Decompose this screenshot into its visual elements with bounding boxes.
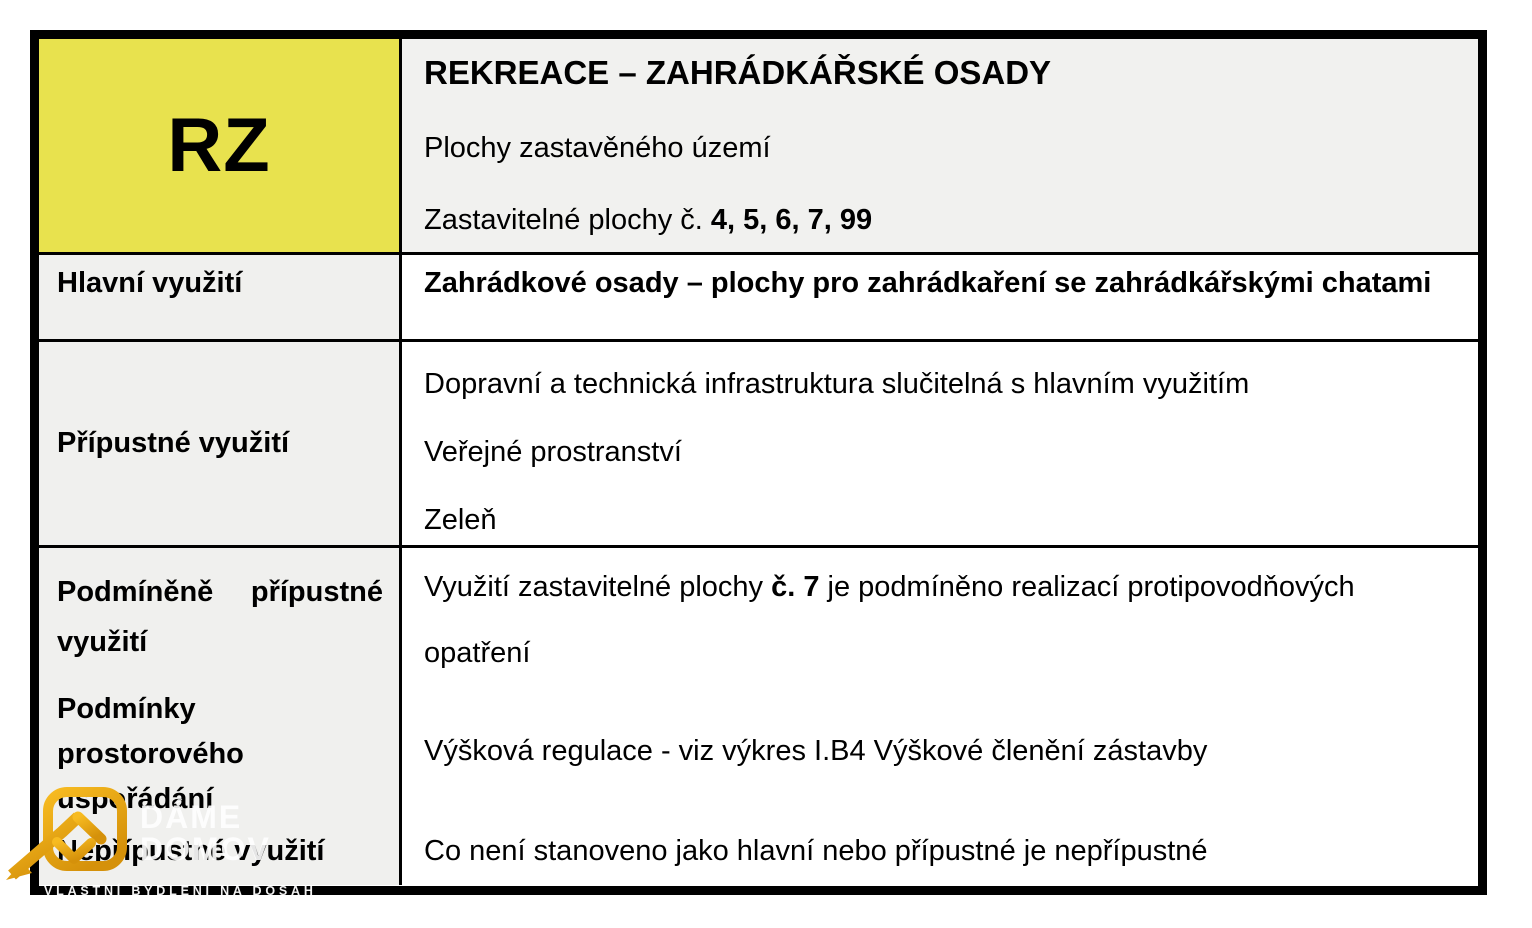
table-row-permissible-use: Přípustné využití Dopravní a technická i…	[39, 339, 1478, 545]
zoning-regulation-table: RZ REKREACE – ZAHRÁDKÁŘSKÉ OSADY Plochy …	[30, 30, 1487, 895]
row-label: Nepřípustné využití	[39, 818, 402, 885]
row-value: Dopravní a technická infrastruktura sluč…	[402, 342, 1478, 545]
row-label: Podmíněně přípustné využití	[39, 548, 402, 686]
conditional-parcel-number: č. 7	[771, 571, 820, 603]
zone-parcel-numbers: 4, 5, 6, 7, 99	[710, 204, 873, 236]
row-value: Co není stanoveno jako hlavní nebo přípu…	[402, 818, 1478, 885]
row-value: Využití zastavitelné plochy č. 7 je podm…	[402, 548, 1478, 686]
table-row-header: RZ REKREACE – ZAHRÁDKÁŘSKÉ OSADY Plochy …	[39, 39, 1478, 252]
zone-code-cell: RZ	[39, 39, 402, 252]
table-row-main-use: Hlavní využití Zahrádkové osady – plochy…	[39, 252, 1478, 339]
row-label: Podmínky prostorového uspořádání	[39, 681, 402, 822]
row-value: Zahrádkové osady – plochy pro zahrádkaře…	[402, 255, 1478, 339]
zone-subtitle-1: Plochy zastavěného území	[424, 132, 771, 164]
zone-subtitle-2: Zastavitelné plochy č. 4, 5, 6, 7, 99	[424, 204, 873, 236]
table-row-spatial-arrangement: Podmínky prostorového uspořádání Výšková…	[39, 678, 1478, 822]
zone-title: REKREACE – ZAHRÁDKÁŘSKÉ OSADY	[424, 54, 1052, 91]
zone-code: RZ	[167, 103, 271, 188]
row-value: Výšková regulace - viz výkres I.B4 Výško…	[402, 681, 1478, 822]
row-label: Hlavní využití	[39, 255, 402, 339]
table-row-conditionally-permissible-use: Podmíněně přípustné využití Využití zast…	[39, 545, 1478, 686]
zone-header-cell: REKREACE – ZAHRÁDKÁŘSKÉ OSADY Plochy zas…	[402, 39, 1478, 252]
table-row-impermissible-use: Nepřípustné využití Co není stanoveno ja…	[39, 815, 1478, 885]
row-label: Přípustné využití	[39, 342, 402, 545]
